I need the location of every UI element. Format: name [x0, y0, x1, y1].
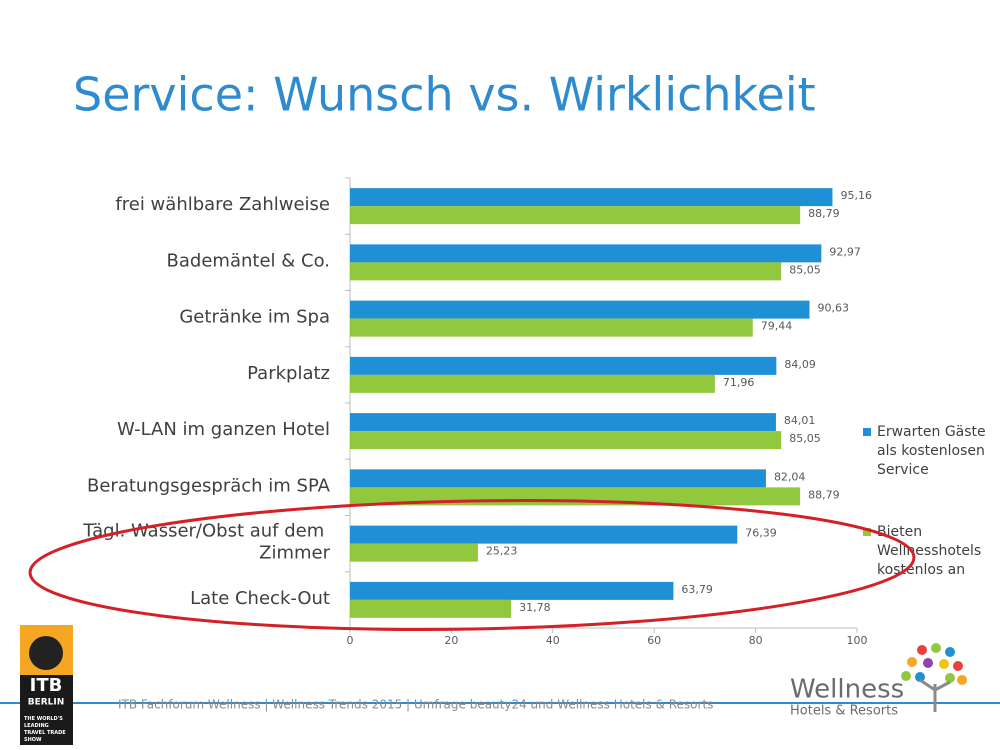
legend-label: Bieten Wellnesshotels kostenlos an [877, 524, 986, 578]
x-tick-label: 40 [546, 634, 560, 647]
value-label: 25,23 [486, 545, 518, 558]
x-tick-label: 0 [347, 634, 354, 647]
y-tick-label: Tägl. Wasser/Obst auf dem Zimmer [82, 521, 330, 564]
bar [350, 300, 810, 319]
wellness-tree [901, 643, 967, 712]
value-label: 84,09 [784, 358, 816, 371]
value-label: 76,39 [745, 527, 777, 540]
bar [350, 469, 766, 488]
bar [350, 599, 512, 618]
itb-logo-box [20, 675, 73, 745]
x-tick-label: 100 [847, 634, 868, 647]
wellness-name: Wellness [790, 675, 904, 705]
value-label: 95,16 [840, 189, 872, 202]
y-tick-label: Beratungsgespräch im SPA [87, 475, 331, 496]
x-tick-label: 80 [749, 634, 763, 647]
value-label: 31,78 [519, 601, 551, 614]
value-label: 84,01 [784, 414, 816, 427]
legend-label: Erwarten Gäste als kostenlosen Service [877, 424, 990, 478]
value-label: 85,05 [789, 432, 821, 445]
y-tick-label: W-LAN im ganzen Hotel [117, 419, 330, 440]
value-label: 82,04 [774, 470, 806, 483]
wellness-sub: Hotels & Resorts [790, 704, 898, 719]
highlight-ellipse [28, 499, 916, 631]
itb-globe [29, 636, 63, 670]
bar [350, 244, 822, 263]
bar [350, 413, 776, 432]
bar [350, 318, 753, 337]
legend-swatch [863, 528, 871, 536]
bar [350, 525, 738, 544]
itb-tagline: THE WORLD'S LEADING TRAVEL TRADE SHOW [24, 716, 67, 743]
value-label: 79,44 [761, 320, 793, 333]
bar [350, 262, 782, 281]
value-label: 90,63 [817, 302, 849, 315]
y-tick-label: frei wählbare Zahlweise [115, 194, 330, 215]
slide-title: Service: Wunsch vs. Wirklichkeit [73, 68, 816, 122]
value-label: 92,97 [829, 245, 861, 258]
bar [350, 431, 782, 450]
legend-swatch [863, 428, 871, 436]
bar [350, 543, 478, 562]
y-tick-label: Getränke im Spa [179, 307, 330, 328]
bar [350, 581, 674, 600]
value-label: 88,79 [808, 488, 840, 501]
bar [350, 206, 801, 225]
value-label: 88,79 [808, 207, 840, 220]
y-tick-label: Bademäntel & Co. [167, 250, 330, 271]
bar [350, 356, 777, 375]
value-label: 85,05 [789, 263, 821, 276]
footer-text: ITB Fachforum Wellness | Wellness Trends… [118, 698, 713, 712]
itb-name: ITB [30, 675, 63, 696]
value-label: 71,96 [723, 376, 755, 389]
value-label: 63,79 [681, 583, 713, 596]
y-tick-label: Parkplatz [247, 363, 330, 384]
bar [350, 374, 715, 393]
y-tick-label: Late Check-Out [190, 588, 330, 609]
itb-city: BERLIN [28, 698, 65, 708]
x-tick-label: 60 [647, 634, 661, 647]
bar [350, 188, 833, 207]
x-tick-label: 20 [444, 634, 458, 647]
